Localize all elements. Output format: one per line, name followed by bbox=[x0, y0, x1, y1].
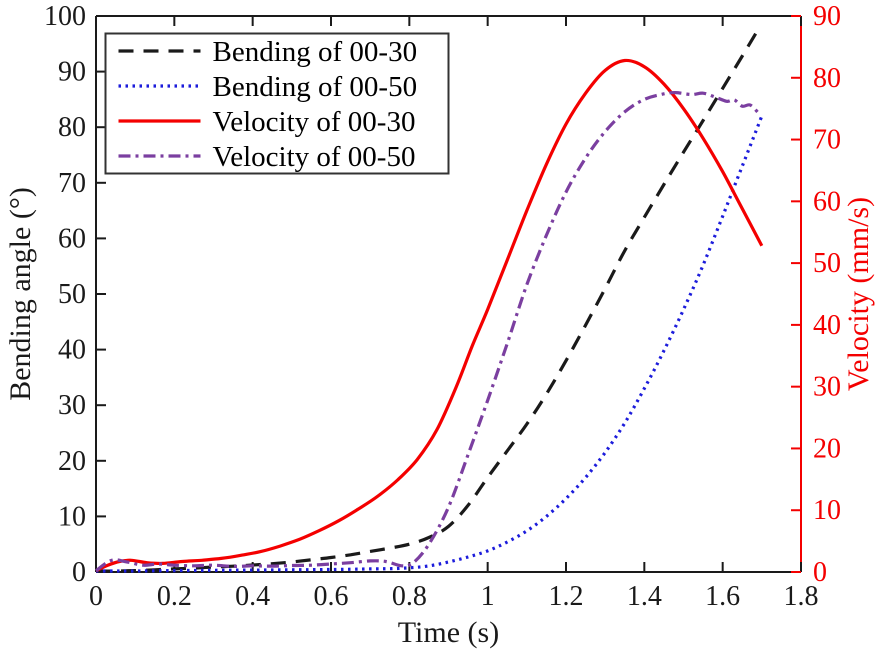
y-tick-label-right: 0 bbox=[813, 557, 827, 588]
x-tick-label: 1.4 bbox=[627, 581, 662, 612]
x-tick-label: 1.2 bbox=[549, 581, 584, 612]
y-tick-label-left: 40 bbox=[58, 335, 86, 366]
x-tick-label: 1.6 bbox=[705, 581, 740, 612]
legend-label-1: Bending of 00-30 bbox=[213, 36, 418, 68]
y-tick-label-right: 80 bbox=[813, 63, 841, 94]
y-tick-label-left: 100 bbox=[44, 1, 86, 32]
y-tick-label-right: 30 bbox=[813, 372, 841, 403]
y-axis-title-right: Velocity (mm/s) bbox=[842, 197, 875, 391]
legend-box bbox=[104, 32, 450, 175]
legend-label-4: Velocity of 00-50 bbox=[213, 141, 416, 173]
legend-label-2: Bending of 00-50 bbox=[213, 71, 418, 103]
y-tick-label-left: 90 bbox=[58, 57, 86, 88]
y-tick-label-left: 70 bbox=[58, 168, 86, 199]
x-tick-label: 0 bbox=[89, 581, 103, 612]
series-velocity-of-00-50 bbox=[95, 90, 760, 573]
y-tick-label-right: 90 bbox=[813, 1, 841, 32]
series-velocity-of-00-30 bbox=[95, 58, 764, 573]
y-tick-label-left: 20 bbox=[58, 446, 86, 477]
x-tick-label: 0.4 bbox=[235, 581, 270, 612]
legend-label-3: Velocity of 00-30 bbox=[213, 106, 416, 138]
y-axis-title-left: Bending angle (°) bbox=[4, 187, 37, 401]
y-tick-label-left: 50 bbox=[58, 279, 86, 310]
x-tick-label: 0.6 bbox=[314, 581, 349, 612]
y-tick-label-right: 70 bbox=[813, 125, 841, 156]
y-tick-label-left: 0 bbox=[72, 557, 86, 588]
y-tick-label-right: 40 bbox=[813, 310, 841, 341]
y-tick-label-right: 20 bbox=[813, 433, 841, 464]
y-tick-label-left: 10 bbox=[58, 501, 86, 532]
x-tick-label: 0.2 bbox=[157, 581, 192, 612]
y-tick-label-right: 50 bbox=[813, 248, 841, 279]
series-bending-of-00-50 bbox=[95, 115, 764, 573]
x-tick-label: 0.8 bbox=[392, 581, 427, 612]
x-tick-label: 1.8 bbox=[784, 581, 819, 612]
y-tick-label-right: 60 bbox=[813, 186, 841, 217]
series-bending-of-00-30 bbox=[95, 29, 760, 573]
y-tick-label-left: 80 bbox=[58, 112, 86, 143]
y-tick-label-right: 10 bbox=[813, 495, 841, 526]
y-tick-label-left: 60 bbox=[58, 223, 86, 254]
x-tick-label: 1 bbox=[481, 581, 495, 612]
y-tick-label-left: 30 bbox=[58, 390, 86, 421]
x-axis-title: Time (s) bbox=[398, 616, 499, 649]
